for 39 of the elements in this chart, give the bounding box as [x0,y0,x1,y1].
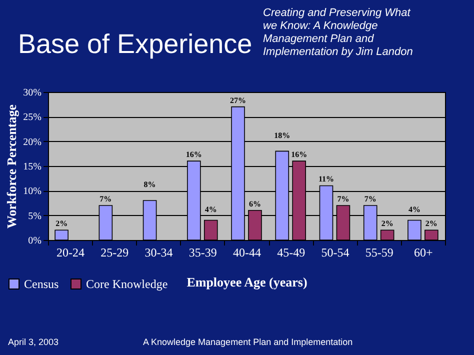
data-label: 11% [318,174,334,184]
x-tick-label: 20-24 [56,246,85,260]
data-label: 8% [144,180,156,190]
x-tick-label: 35-39 [188,246,217,260]
data-label: 2% [425,219,438,228]
data-label: 4% [204,204,217,214]
text: A Knowledge Management Plan and Implementation [143,337,353,347]
x-tick-label: 50-54 [321,246,350,260]
x-tick-label: 30-34 [144,246,173,260]
legend-label: Core Knowledge [86,277,168,291]
data-label: 2% [56,219,68,228]
y-tick-label: 15% [23,162,42,172]
data-label: 2% [381,219,394,228]
y-tick-label: 5% [28,210,42,222]
y-tick-label: 25% [23,112,42,124]
x-tick-label: 40-44 [233,246,261,260]
y-tick-label: 10% [23,186,42,198]
x-tick-label: 60+ [414,246,434,260]
data-label: 18% [274,130,290,140]
y-tick-label: 0% [28,236,42,246]
x-tick-label: 45-49 [277,246,306,260]
y-tick-label: 20% [23,136,42,148]
y-axis-title: Workforce Percentage [4,104,20,229]
x-tick-label: 55-59 [365,246,394,260]
data-label: 7% [337,194,350,204]
chart-subtitle: Creating and Preserving What we Know: A Knowledge Management Plan and Implementation by Jim Landon [263,7,413,58]
data-label: 16% [186,150,202,160]
legend-label: Census [24,277,59,291]
y-tick-label: 30% [23,88,42,98]
x-axis-title: Employee Age (years) [186,274,308,290]
data-label: 7% [364,194,376,204]
data-label: 27% [230,96,246,105]
data-label: 16% [291,150,308,160]
data-label: 4% [408,204,420,214]
text: April 3, 2003 [8,337,59,347]
chart-title: Base of Experience [18,29,252,59]
x-tick-label: 25-29 [100,246,129,260]
data-label: 7% [100,194,112,204]
data-label: 6% [248,199,261,208]
